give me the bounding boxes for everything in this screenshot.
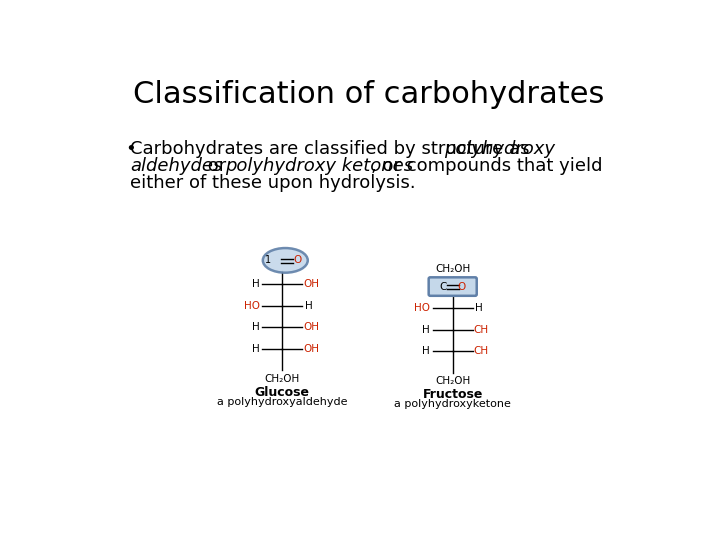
Text: OH: OH xyxy=(303,279,319,289)
Text: 1: 1 xyxy=(265,255,271,265)
Text: C: C xyxy=(440,281,447,292)
Text: OH: OH xyxy=(303,344,319,354)
Ellipse shape xyxy=(263,248,307,273)
Text: CH₂OH: CH₂OH xyxy=(435,264,470,274)
Text: H: H xyxy=(252,279,260,289)
Text: Classification of carbohydrates: Classification of carbohydrates xyxy=(133,79,605,109)
Text: Glucose: Glucose xyxy=(255,386,310,399)
Text: •: • xyxy=(125,140,135,158)
Text: HO: HO xyxy=(415,303,431,313)
Text: a polyhydroxyketone: a polyhydroxyketone xyxy=(395,399,511,409)
Text: or: or xyxy=(202,157,232,175)
Text: H: H xyxy=(423,325,431,335)
Text: , or compounds that yield: , or compounds that yield xyxy=(371,157,603,175)
Text: HO: HO xyxy=(244,301,260,311)
Text: OH: OH xyxy=(303,322,319,332)
Text: O: O xyxy=(294,255,302,265)
Text: CH: CH xyxy=(474,325,489,335)
Text: H: H xyxy=(475,303,483,313)
Text: aldehydes: aldehydes xyxy=(130,157,222,175)
Text: a polyhydroxyaldehyde: a polyhydroxyaldehyde xyxy=(217,397,348,407)
FancyBboxPatch shape xyxy=(428,278,477,296)
Text: Carbohydrates are classified by structure as: Carbohydrates are classified by structur… xyxy=(130,140,536,158)
Text: either of these upon hydrolysis.: either of these upon hydrolysis. xyxy=(130,174,416,192)
Text: or: or xyxy=(202,157,232,175)
Text: CH: CH xyxy=(474,346,489,356)
Text: CH₂OH: CH₂OH xyxy=(264,374,300,383)
Text: H: H xyxy=(305,301,312,311)
Text: polyhydroxy ketones: polyhydroxy ketones xyxy=(225,157,413,175)
Text: CH₂OH: CH₂OH xyxy=(435,376,470,386)
Text: H: H xyxy=(252,322,260,332)
Text: O: O xyxy=(458,281,466,292)
Text: H: H xyxy=(252,344,260,354)
Text: aldehydes: aldehydes xyxy=(130,157,222,175)
Text: H: H xyxy=(423,346,431,356)
Text: polyhydroxy: polyhydroxy xyxy=(444,140,555,158)
Text: polyhydroxy ketones: polyhydroxy ketones xyxy=(225,157,413,175)
Text: Carbohydrates are classified by structure as: Carbohydrates are classified by structur… xyxy=(130,140,536,158)
Text: Fructose: Fructose xyxy=(423,388,483,401)
